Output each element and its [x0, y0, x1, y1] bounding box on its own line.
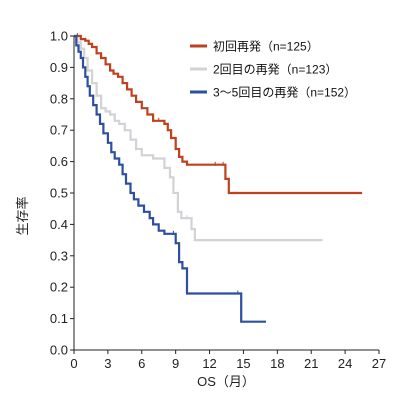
x-tick-label: 27: [372, 356, 386, 371]
x-axis-ticks: 0 3 6 9 12 15 18 21 24 27: [70, 350, 386, 371]
y-tick-label: 0.6: [50, 154, 68, 169]
y-tick-label: 0.3: [50, 248, 68, 263]
y-tick-label: 0.4: [50, 217, 68, 232]
x-axis-title: OS（月）: [197, 374, 255, 389]
y-tick-label: 1.0: [50, 29, 68, 44]
x-tick-label: 0: [70, 356, 77, 371]
y-tick-label: 0.5: [50, 186, 68, 201]
y-axis-ticks: 0.0 0.1 0.2 0.3 0.4 0.5 0.6 0.7 0.8 0.9 1.0: [50, 29, 74, 358]
x-tick-label: 18: [270, 356, 284, 371]
y-tick-label: 0.2: [50, 280, 68, 295]
x-tick-label: 24: [338, 356, 352, 371]
y-tick-label: 0.8: [50, 91, 68, 106]
x-tick-label: 15: [236, 356, 250, 371]
series-line-3: [74, 34, 266, 323]
x-tick-label: 12: [202, 356, 216, 371]
x-tick-label: 9: [172, 356, 179, 371]
x-tick-label: 21: [304, 356, 318, 371]
y-tick-label: 0.9: [50, 60, 68, 75]
y-tick-label: 0.7: [50, 123, 68, 138]
x-tick-label: 6: [138, 356, 145, 371]
y-tick-label: 0.1: [50, 311, 68, 326]
y-axis-title: 生存率: [15, 196, 30, 235]
legend-label: 初回再発（n=125）: [213, 40, 319, 54]
legend-label: 3～5回目の再発（n=152）: [213, 86, 356, 100]
x-tick-label: 3: [104, 356, 111, 371]
legend-label: 2回目の再発（n=123）: [213, 63, 337, 77]
plot-area: [74, 33, 363, 323]
legend: 初回再発（n=125） 2回目の再発（n=123） 3～5回目の再発（n=152）: [190, 40, 356, 100]
y-tick-label: 0.0: [50, 343, 68, 358]
series-line-1: [74, 34, 363, 195]
